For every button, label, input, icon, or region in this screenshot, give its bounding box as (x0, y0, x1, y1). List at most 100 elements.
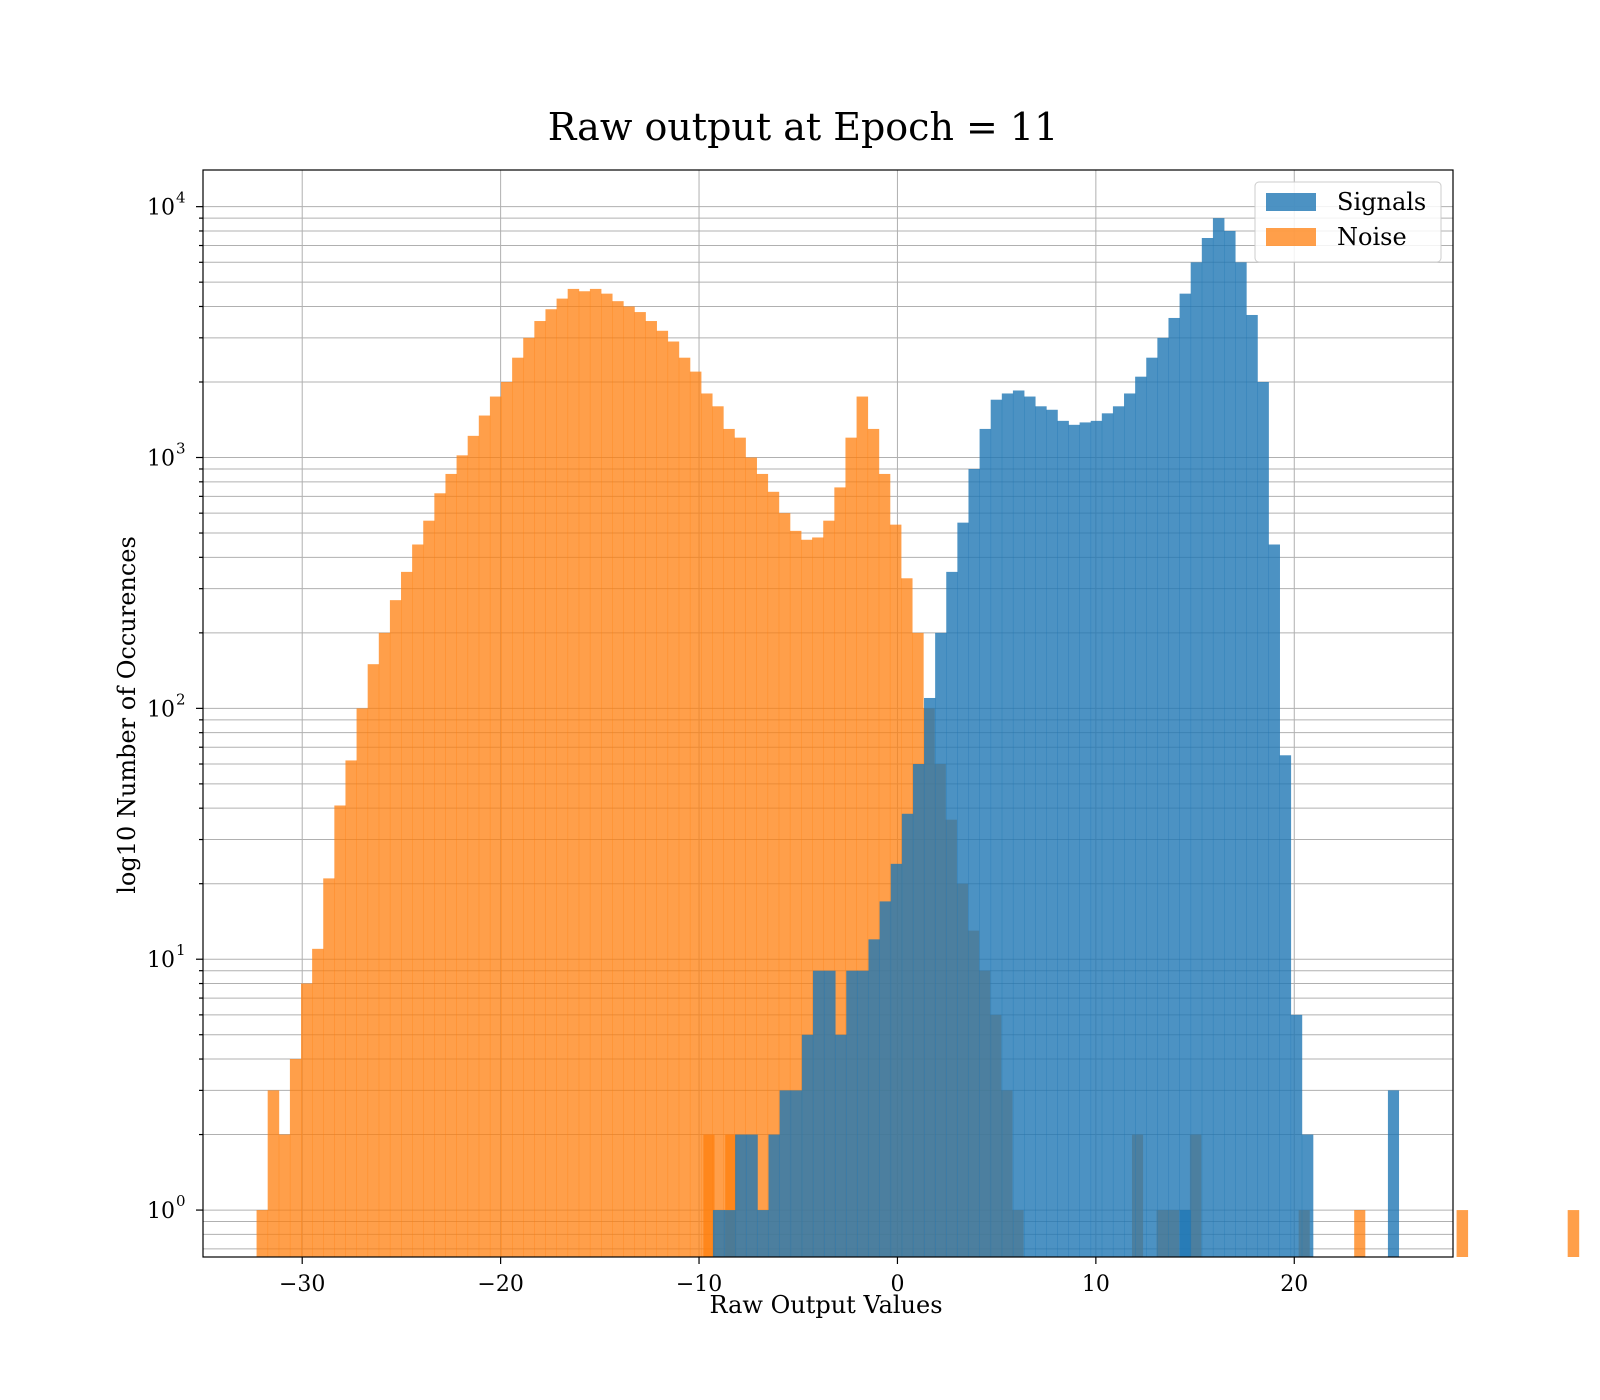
signals-bar (990, 399, 1003, 1257)
noise-bar (445, 473, 457, 1258)
signals-bar (1068, 424, 1080, 1257)
signals-bar (890, 863, 903, 1257)
plot-frame (202, 169, 1454, 1258)
noise-bar (278, 1134, 291, 1257)
noise-bar (745, 457, 757, 1258)
noise-bar (412, 544, 424, 1257)
signals-bar (1179, 1210, 1191, 1257)
noise-bar (656, 330, 669, 1258)
signals-bar (1046, 409, 1058, 1257)
signals-bar (846, 970, 858, 1257)
signals-bar (1168, 317, 1180, 1258)
noise-bar (712, 406, 724, 1258)
signals-bar (1224, 230, 1236, 1258)
noise-bar (645, 321, 657, 1257)
y-tick-exponent: 4 (176, 189, 186, 207)
x-tick-label: 0 (890, 1272, 904, 1297)
noise-bar (634, 312, 646, 1257)
signals-bar (724, 1210, 736, 1257)
signals-bar (1290, 1014, 1303, 1257)
signals-bar (968, 468, 980, 1257)
signals-bar (1235, 262, 1247, 1257)
signals-bar (1301, 1134, 1314, 1257)
noise-bar (567, 288, 580, 1258)
noise-bar (256, 1210, 269, 1257)
noise-bar (523, 337, 535, 1257)
noise-bar (545, 309, 557, 1257)
x-tick-label: −20 (477, 1272, 523, 1297)
signals-bar (1257, 381, 1269, 1258)
noise-bar (534, 321, 546, 1257)
signals-bar (1279, 755, 1292, 1257)
noise-bar (612, 301, 624, 1257)
signals-bar (735, 1134, 747, 1257)
noise-bar (701, 393, 713, 1257)
noise-bar (367, 664, 380, 1257)
noise-bar (723, 428, 735, 1257)
noise-bar (1354, 1210, 1366, 1257)
signals-bar (957, 522, 969, 1257)
signals-bar (1190, 262, 1203, 1257)
noise-bar (845, 437, 857, 1257)
signals-bar (824, 970, 836, 1257)
x-axis-label: Raw Output Values (709, 1291, 942, 1319)
noise-bar (834, 487, 846, 1257)
chart-title: Raw output at Epoch = 11 (548, 105, 1059, 149)
signals-bar (901, 813, 914, 1257)
noise-bar (401, 571, 413, 1257)
signals-bar (1268, 544, 1280, 1257)
noise-bar (289, 1059, 302, 1257)
signals-bar (1246, 314, 1258, 1257)
noise-bar (267, 1090, 280, 1257)
y-tick-exponent: 1 (176, 941, 186, 959)
signals-bar (835, 1034, 847, 1257)
signals-bar (935, 632, 947, 1257)
signals-bar (868, 939, 880, 1257)
noise-bar (334, 805, 346, 1257)
signals-bar (1201, 237, 1214, 1257)
legend-swatch-noise (1266, 228, 1316, 246)
noise-bar (501, 381, 513, 1258)
signals-bar (1012, 390, 1025, 1257)
signals-bar (779, 1090, 792, 1257)
y-axis-label: log10 Number of Occurences (113, 536, 141, 894)
signals-bar (1090, 420, 1103, 1257)
x-tick-label: −10 (676, 1272, 722, 1297)
noise-bar (556, 298, 569, 1258)
noise-bar (478, 415, 491, 1258)
noise-bar (389, 600, 402, 1257)
y-tick-exponent: 3 (176, 440, 186, 458)
noise-bar (456, 455, 469, 1257)
signals-bar (1157, 337, 1169, 1257)
noise-bar (601, 293, 613, 1257)
noise-bar (467, 435, 480, 1257)
noise-bar (378, 632, 391, 1257)
signals-bar (924, 697, 936, 1257)
noise-bar (823, 520, 835, 1257)
y-tick-label: 10 (147, 697, 175, 722)
x-tick-label: 20 (1280, 1272, 1308, 1297)
noise-bar (423, 520, 435, 1257)
noise-bar (589, 288, 602, 1258)
noise-bar (789, 530, 802, 1257)
signals-bar (879, 901, 892, 1257)
noise-bar (623, 306, 635, 1258)
y-tick-label: 10 (147, 196, 175, 221)
noise-bar (703, 1134, 715, 1257)
signals-bar (768, 1134, 780, 1257)
signals-bar (1035, 406, 1047, 1258)
signals-bar (1179, 293, 1192, 1257)
noise-series (256, 288, 1580, 1258)
signals-bar (1101, 413, 1114, 1257)
noise-bar (856, 396, 869, 1257)
signals-bar (912, 764, 925, 1257)
x-axis-ticks: −30 −20 −10 0 10 20 (279, 1257, 1308, 1297)
noise-bar (301, 983, 313, 1257)
signals-bar (946, 571, 958, 1257)
noise-bar (667, 341, 680, 1257)
signals-bar (1112, 406, 1125, 1258)
legend-swatch-signals (1266, 193, 1316, 211)
noise-bar (812, 537, 824, 1257)
signals-bar (1057, 420, 1069, 1257)
